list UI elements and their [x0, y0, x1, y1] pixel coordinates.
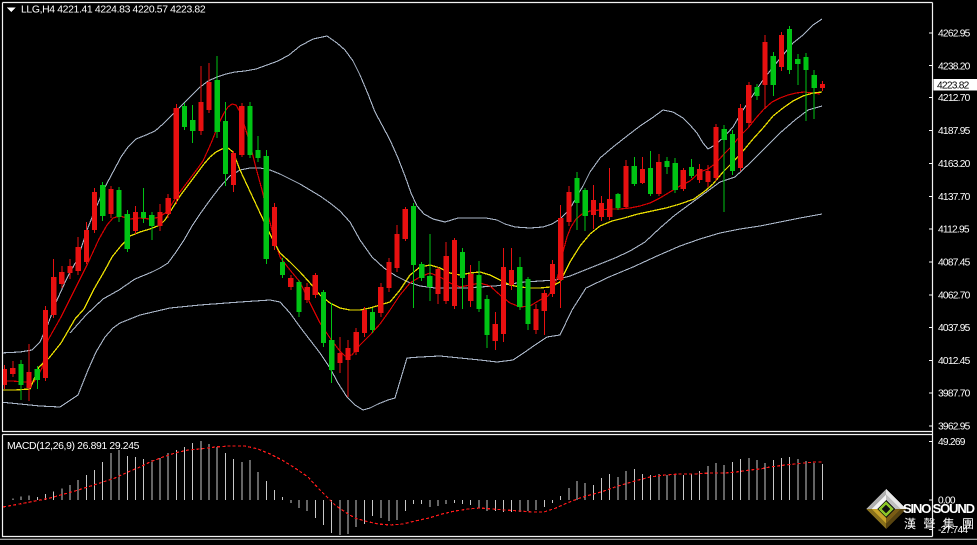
svg-text:4062.70: 4062.70 — [938, 291, 971, 302]
svg-text:4212.70: 4212.70 — [938, 93, 971, 104]
svg-text:4238.20: 4238.20 — [938, 61, 971, 72]
svg-text:MACD(12,26,9) 26.891 29.245: MACD(12,26,9) 26.891 29.245 — [7, 441, 140, 452]
svg-text:4223.82: 4223.82 — [937, 81, 970, 92]
svg-text:4037.95: 4037.95 — [938, 323, 971, 334]
svg-text:SINO SOUND: SINO SOUND — [903, 501, 975, 516]
svg-text:49.269: 49.269 — [938, 437, 966, 448]
svg-text:4112.95: 4112.95 — [938, 225, 970, 236]
svg-text:4163.20: 4163.20 — [938, 159, 971, 170]
svg-text:4087.45: 4087.45 — [938, 258, 971, 269]
svg-text:4262.95: 4262.95 — [938, 29, 971, 40]
svg-text:LLG,H4 4221.41 4224.83 4220.5: LLG,H4 4221.41 4224.83 4220.57 4223.82 — [21, 5, 206, 16]
svg-text:3987.70: 3987.70 — [938, 389, 971, 400]
svg-text:4012.45: 4012.45 — [938, 356, 971, 367]
svg-text:3962.95: 3962.95 — [938, 421, 971, 432]
svg-text:4187.95: 4187.95 — [938, 126, 971, 137]
svg-text:4137.70: 4137.70 — [938, 192, 971, 203]
